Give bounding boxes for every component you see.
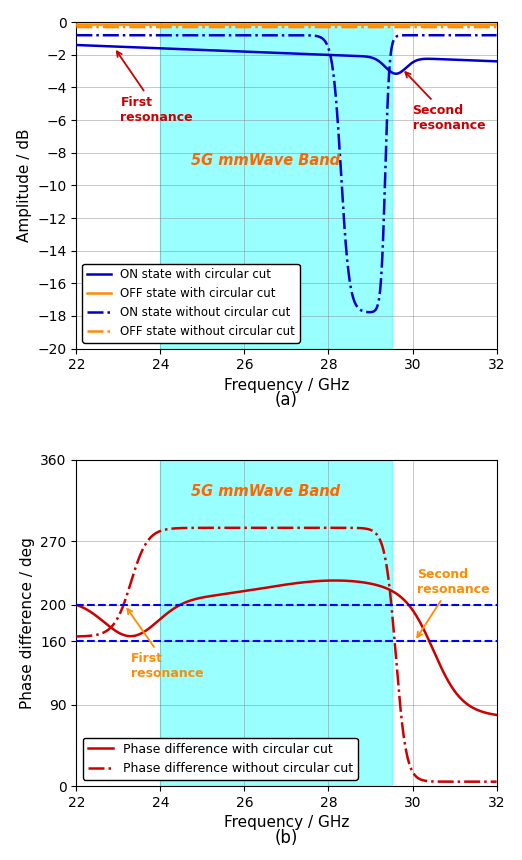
Y-axis label: Phase difference / deg: Phase difference / deg [19,537,34,709]
Text: First
resonance: First resonance [127,609,204,680]
Legend: ON state with circular cut, OFF state with circular cut, ON state without circul: ON state with circular cut, OFF state wi… [82,263,300,342]
Text: 5G mmWave Band: 5G mmWave Band [191,484,340,499]
Text: Second
resonance: Second resonance [406,72,485,132]
X-axis label: Frequency / GHz: Frequency / GHz [224,378,349,393]
Bar [160,460,392,786]
Text: First
resonance: First resonance [117,52,193,124]
Legend: Phase difference with circular cut, Phase difference without circular cut: Phase difference with circular cut, Phas… [82,738,358,780]
X-axis label: Frequency / GHz: Frequency / GHz [224,815,349,831]
Text: 5G mmWave Band: 5G mmWave Band [191,153,340,169]
Bar [160,22,392,348]
Y-axis label: Amplitude / dB: Amplitude / dB [17,129,32,243]
Text: (a): (a) [275,391,298,409]
Text: Second
resonance: Second resonance [417,568,489,637]
Text: (b): (b) [275,829,298,846]
